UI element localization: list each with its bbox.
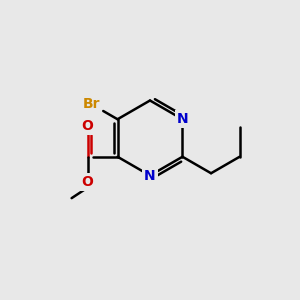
Text: O: O: [82, 119, 94, 133]
Text: O: O: [82, 175, 94, 189]
Text: N: N: [144, 169, 156, 182]
Text: N: N: [177, 112, 188, 126]
Text: Br: Br: [83, 97, 100, 111]
